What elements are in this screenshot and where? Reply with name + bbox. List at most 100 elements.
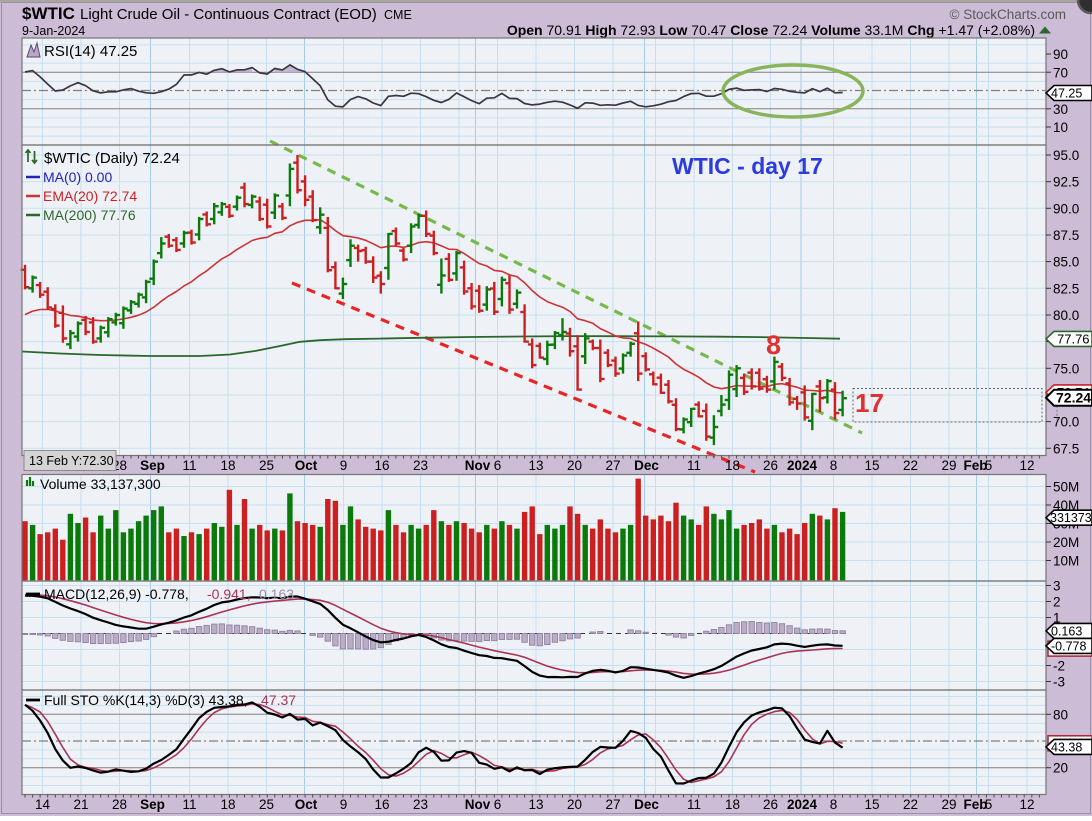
svg-text:27: 27 [605, 797, 620, 812]
svg-text:3: 3 [1053, 579, 1061, 594]
svg-text:27: 27 [605, 458, 620, 473]
svg-text:18: 18 [220, 797, 235, 812]
svg-text:15: 15 [864, 458, 879, 473]
svg-text:14: 14 [35, 797, 51, 812]
svg-text:11: 11 [687, 797, 701, 812]
svg-text:10M: 10M [1053, 554, 1079, 569]
svg-text:Nov: Nov [465, 797, 491, 812]
svg-text:0.163: 0.163 [259, 586, 294, 602]
svg-text:20: 20 [567, 458, 582, 473]
svg-text:1: 1 [1053, 611, 1061, 626]
svg-text:92.5: 92.5 [1053, 175, 1079, 190]
svg-text:70: 70 [1053, 65, 1068, 80]
svg-text:Oct: Oct [295, 797, 318, 812]
svg-text:17: 17 [855, 388, 884, 418]
svg-text:CME: CME [384, 8, 412, 22]
svg-text:Dec: Dec [634, 458, 659, 473]
svg-text:70.0: 70.0 [1053, 415, 1079, 430]
svg-text:15: 15 [864, 797, 879, 812]
svg-text:82.5: 82.5 [1053, 281, 1079, 296]
svg-text:9: 9 [340, 458, 348, 473]
svg-text:75.0: 75.0 [1053, 361, 1079, 376]
svg-text:20: 20 [567, 797, 582, 812]
svg-text:RSI(14) 47.25: RSI(14) 47.25 [44, 43, 137, 60]
svg-text:21: 21 [73, 797, 88, 812]
svg-text:Light Crude Oil - Continuous C: Light Crude Oil - Continuous Contract (E… [80, 6, 377, 23]
svg-text:0.163: 0.163 [1051, 624, 1082, 638]
svg-text:13: 13 [528, 458, 543, 473]
svg-text:18: 18 [220, 458, 235, 473]
svg-text:Volume 33,137,300: Volume 33,137,300 [40, 476, 161, 492]
svg-text:6: 6 [494, 797, 502, 812]
svg-text:28: 28 [112, 797, 127, 812]
svg-text:77.76: 77.76 [1057, 331, 1090, 346]
svg-text:29: 29 [941, 797, 956, 812]
svg-text:23: 23 [413, 797, 428, 812]
svg-text:-0.778: -0.778 [1051, 639, 1086, 653]
svg-text:8: 8 [766, 330, 781, 360]
svg-text:13 Feb Y:72.30: 13 Feb Y:72.30 [29, 454, 114, 468]
svg-text:5: 5 [985, 797, 993, 812]
svg-text:12: 12 [1019, 458, 1034, 473]
svg-text:Sep: Sep [140, 458, 165, 473]
svg-text:25: 25 [259, 797, 274, 812]
svg-text:95.0: 95.0 [1053, 148, 1079, 163]
svg-text:2024: 2024 [787, 458, 818, 473]
svg-text:87.5: 87.5 [1053, 228, 1079, 243]
svg-text:67.5: 67.5 [1053, 441, 1079, 456]
svg-text:$WTIC: $WTIC [22, 4, 75, 23]
svg-text:Dec: Dec [634, 797, 659, 812]
svg-text:18: 18 [725, 797, 740, 812]
svg-text:9-Jan-2024: 9-Jan-2024 [22, 24, 85, 38]
svg-text:47.25: 47.25 [1051, 87, 1082, 101]
svg-text:20M: 20M [1053, 535, 1079, 550]
svg-text:50M: 50M [1053, 480, 1079, 495]
svg-text:© StockCharts.com: © StockCharts.com [950, 7, 1066, 22]
svg-text:18: 18 [725, 458, 740, 473]
svg-text:MA(0) 0.00: MA(0) 0.00 [43, 169, 112, 185]
svg-text:11: 11 [687, 458, 701, 473]
svg-text:Feb: Feb [963, 458, 987, 473]
svg-text:8: 8 [830, 458, 838, 473]
svg-text:-3: -3 [1053, 675, 1065, 690]
svg-text:72.24: 72.24 [1056, 390, 1091, 406]
svg-text:22: 22 [903, 458, 918, 473]
svg-text:Full STO %K(14,3) %D(3) 43.38,: Full STO %K(14,3) %D(3) 43.38, [44, 692, 248, 708]
svg-text:47.37: 47.37 [261, 692, 296, 708]
svg-text:90: 90 [1053, 47, 1068, 62]
svg-text:80: 80 [1053, 707, 1068, 722]
svg-text:23: 23 [413, 458, 428, 473]
svg-text:80.0: 80.0 [1053, 308, 1079, 323]
svg-text:Sep: Sep [140, 797, 165, 812]
svg-text:85.0: 85.0 [1053, 255, 1079, 270]
svg-text:20: 20 [1053, 761, 1068, 776]
svg-text:Nov: Nov [465, 458, 491, 473]
svg-text:90.0: 90.0 [1053, 201, 1079, 216]
svg-text:30: 30 [1053, 102, 1068, 117]
svg-text:29: 29 [941, 458, 956, 473]
svg-text:6: 6 [494, 458, 502, 473]
svg-text:11: 11 [182, 797, 196, 812]
svg-text:10: 10 [1053, 120, 1068, 135]
svg-text:43.38: 43.38 [1051, 740, 1082, 754]
svg-text:WTIC - day 17: WTIC - day 17 [672, 153, 823, 179]
svg-text:Oct: Oct [295, 458, 318, 473]
svg-text:26: 26 [763, 458, 778, 473]
svg-text:8: 8 [830, 797, 838, 812]
svg-text:11: 11 [182, 458, 196, 473]
svg-text:40M: 40M [1053, 498, 1079, 513]
svg-text:16: 16 [374, 797, 389, 812]
svg-text:$WTIC (Daily) 72.24: $WTIC (Daily) 72.24 [44, 150, 180, 167]
svg-text:Open 70.91 High 72.93 Low 70: Open 70.91 High 72.93 Low 70.47 Close 72… [507, 22, 1035, 38]
svg-text:25: 25 [259, 458, 274, 473]
svg-text:26: 26 [763, 797, 778, 812]
svg-text:MACD(12,26,9) -0.778,: MACD(12,26,9) -0.778, [44, 586, 189, 602]
svg-text:22: 22 [903, 797, 918, 812]
svg-text:MA(200) 77.76: MA(200) 77.76 [43, 207, 136, 223]
svg-text:-2: -2 [1053, 659, 1065, 674]
svg-text:13: 13 [528, 797, 543, 812]
svg-text:12: 12 [1019, 797, 1034, 812]
svg-text:2024: 2024 [787, 797, 818, 812]
svg-text:Feb: Feb [963, 797, 987, 812]
svg-text:EMA(20) 72.74: EMA(20) 72.74 [43, 188, 137, 204]
